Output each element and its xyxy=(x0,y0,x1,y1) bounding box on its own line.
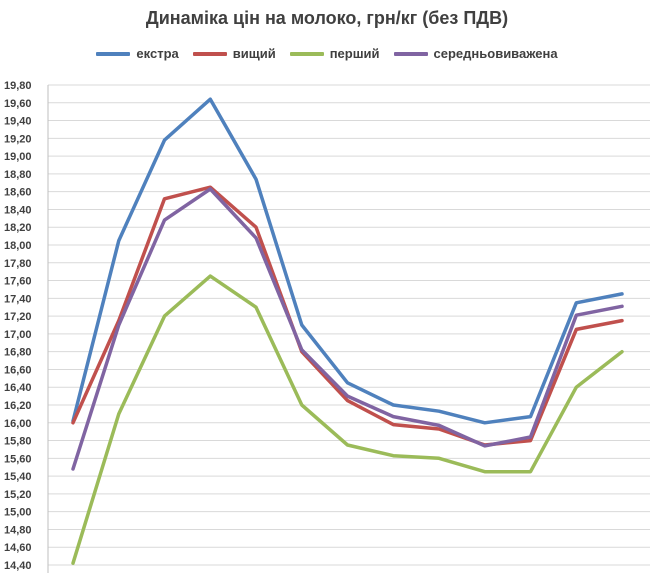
y-tick-label: 14,80 xyxy=(4,524,32,536)
data-point-vyshchyi xyxy=(164,198,165,200)
data-point-ekstra xyxy=(484,422,486,424)
y-tick-label: 17,80 xyxy=(4,258,32,270)
legend-swatch-serednovyvazhena xyxy=(393,51,428,56)
legend-item-ekstra: екстра xyxy=(96,46,179,61)
series-line-serednovyvazhena xyxy=(71,187,624,471)
data-point-serednovyvazhena xyxy=(392,416,394,418)
y-tick-label: 18,40 xyxy=(4,204,32,216)
y-tick-label: 15,20 xyxy=(4,489,32,501)
data-point-serednovyvazhena xyxy=(209,188,211,190)
data-point-serednovyvazhena xyxy=(301,349,303,351)
y-tick-label: 16,60 xyxy=(4,364,32,376)
y-tick-label: 19,60 xyxy=(4,98,32,110)
data-point-pershyi xyxy=(118,413,120,415)
y-tick-label: 18,60 xyxy=(4,187,32,199)
data-point-serednovyvazhena xyxy=(72,468,74,470)
data-point-pershyi xyxy=(301,404,303,406)
data-point-pershyi xyxy=(72,562,74,564)
legend-label-pershyi: перший xyxy=(329,46,380,61)
legend-item-serednovyvazhena: середньовиважена xyxy=(393,46,558,61)
data-point-ekstra xyxy=(392,404,394,406)
y-tick-label: 15,60 xyxy=(4,453,32,465)
y-tick-label: 19,00 xyxy=(4,151,32,163)
data-point-vyshchyi xyxy=(72,422,74,424)
y-tick-label: 17,00 xyxy=(4,329,32,341)
data-point-pershyi xyxy=(164,315,165,317)
y-tick-label: 19,20 xyxy=(4,133,32,145)
data-point-serednovyvazhena xyxy=(621,305,623,307)
data-point-vyshchyi xyxy=(392,424,394,426)
y-tick-label: 19,40 xyxy=(4,116,32,128)
data-point-ekstra xyxy=(209,98,211,100)
data-point-pershyi xyxy=(438,457,440,459)
data-point-serednovyvazhena xyxy=(347,395,348,397)
data-point-serednovyvazhena xyxy=(164,219,165,221)
y-tick-label: 18,80 xyxy=(4,169,32,181)
y-tick-label: 14,40 xyxy=(4,560,32,572)
y-tick-label: 17,60 xyxy=(4,276,32,288)
data-point-ekstra xyxy=(575,302,577,304)
legend-swatch-ekstra xyxy=(96,51,131,56)
data-point-serednovyvazhena xyxy=(255,237,257,239)
data-point-ekstra xyxy=(118,240,120,242)
legend: екстра вищий перший середньовиважена xyxy=(0,46,654,61)
legend-item-pershyi: перший xyxy=(289,46,380,61)
y-tick-label: 14,60 xyxy=(4,542,32,554)
data-point-ekstra xyxy=(255,178,257,180)
data-point-ekstra xyxy=(530,416,531,418)
y-tick-label: 18,20 xyxy=(4,222,32,234)
data-point-vyshchyi xyxy=(621,320,623,322)
legend-item-vyshchyi: вищий xyxy=(192,46,276,61)
data-point-serednovyvazhena xyxy=(484,445,486,447)
data-point-pershyi xyxy=(209,275,211,277)
y-tick-label: 16,20 xyxy=(4,400,32,412)
legend-swatch-vyshchyi xyxy=(192,51,227,56)
y-tick-label: 16,00 xyxy=(4,418,32,430)
data-point-vyshchyi xyxy=(438,428,440,430)
data-point-vyshchyi xyxy=(255,226,257,228)
data-point-pershyi xyxy=(392,455,394,457)
data-point-serednovyvazhena xyxy=(118,324,120,326)
y-tick-label: 15,80 xyxy=(4,436,32,448)
data-point-pershyi xyxy=(484,471,486,473)
data-point-vyshchyi xyxy=(575,328,577,330)
data-point-pershyi xyxy=(530,471,531,473)
y-tick-label: 15,00 xyxy=(4,507,32,519)
chart-title: Динаміка цін на молоко, грн/кг (без ПДВ) xyxy=(145,8,509,28)
data-point-ekstra xyxy=(621,293,623,295)
data-point-serednovyvazhena xyxy=(530,436,531,438)
data-point-pershyi xyxy=(347,444,348,446)
data-point-ekstra xyxy=(301,324,303,326)
y-tick-label: 17,40 xyxy=(4,293,32,305)
y-tick-label: 17,20 xyxy=(4,311,32,323)
data-point-vyshchyi xyxy=(347,400,348,402)
y-tick-label: 19,80 xyxy=(4,80,32,92)
legend-swatch-pershyi xyxy=(289,51,324,56)
data-point-pershyi xyxy=(575,386,577,388)
data-point-vyshchyi xyxy=(530,440,531,442)
series-line-ekstra xyxy=(71,97,624,425)
y-tick-label: 16,80 xyxy=(4,347,32,359)
data-point-ekstra xyxy=(164,139,165,141)
y-tick-label: 18,00 xyxy=(4,240,32,252)
data-point-ekstra xyxy=(347,382,348,384)
y-tick-label: 16,40 xyxy=(4,382,32,394)
legend-label-serednovyvazhena: середньовиважена xyxy=(433,46,558,61)
data-point-serednovyvazhena xyxy=(575,314,577,316)
data-point-pershyi xyxy=(621,351,623,353)
data-point-pershyi xyxy=(255,306,257,308)
data-point-serednovyvazhena xyxy=(438,424,440,426)
y-tick-label: 15,40 xyxy=(4,471,32,483)
data-point-ekstra xyxy=(438,410,440,412)
legend-label-vyshchyi: вищий xyxy=(232,46,276,61)
legend-label-ekstra: екстра xyxy=(136,46,179,61)
